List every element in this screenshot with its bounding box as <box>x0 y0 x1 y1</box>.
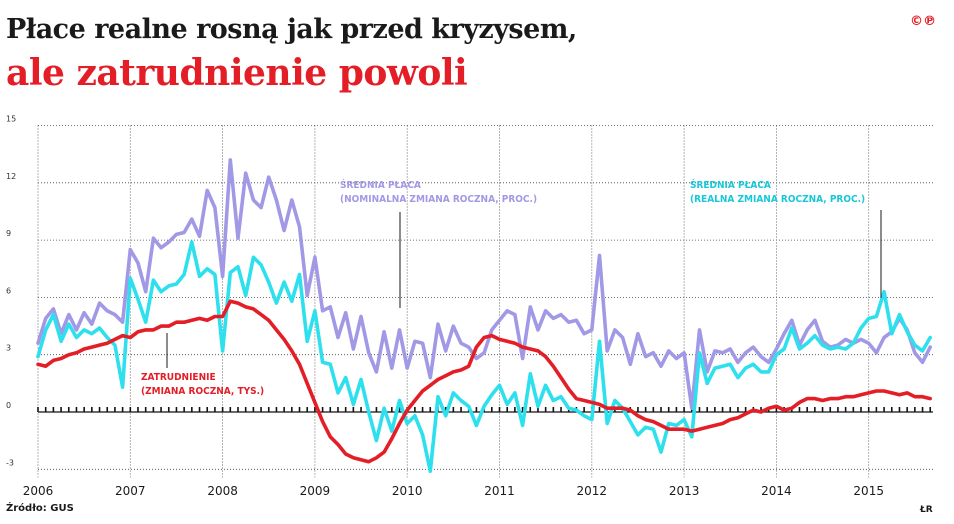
x-tick-label: 2014 <box>761 484 792 498</box>
source-note: Źródło: GUS <box>6 503 74 514</box>
y-tick-label: 12 <box>6 172 16 181</box>
series-nominal-wage-line <box>36 158 933 411</box>
series-employment-line <box>36 299 933 464</box>
y-tick-label: 9 <box>6 229 11 238</box>
y-axis-tick-labels: 15 12 9 6 3 0 -3 <box>6 115 16 468</box>
x-tick-label: 2006 <box>23 484 54 498</box>
x-tick-label: 2009 <box>300 484 331 498</box>
y-tick-label: 6 <box>6 286 11 295</box>
copyright-badge: ©℗ <box>910 14 936 29</box>
zero-axis <box>37 407 933 413</box>
author-credit: ŁR <box>920 505 933 515</box>
y-tick-label: 3 <box>6 344 11 353</box>
real-label-1: ŚREDNIA PŁACA <box>690 178 771 191</box>
x-tick-label: 2007 <box>115 484 146 498</box>
series-real-wage-line <box>36 240 933 474</box>
grid <box>37 125 933 478</box>
y-tick-label: 15 <box>6 115 16 124</box>
annotations: ŚREDNIA PŁACA (NOMINALNA ZMIANA ROCZNA, … <box>141 178 882 397</box>
title-line-1: Płace realne rosną jak przed kryzysem, <box>6 14 577 45</box>
real-label-2: (REALNA ZMIANA ROCZNA, PROC.) <box>690 194 865 205</box>
employment-label-1: ZATRUDNIENIE <box>141 372 216 383</box>
series-lines <box>36 158 933 474</box>
nominal-label-1: ŚREDNIA PŁACA <box>340 178 421 191</box>
title-line-2: ale zatrudnienie powoli <box>6 52 468 94</box>
nominal-label-2: (NOMINALNA ZMIANA ROCZNA, PROC.) <box>340 194 537 205</box>
x-tick-label: 2013 <box>669 484 700 498</box>
x-tick-label: 2011 <box>484 484 515 498</box>
employment-label-2: (ZMIANA ROCZNA, TYS.) <box>141 386 264 397</box>
x-tick-label: 2010 <box>392 484 423 498</box>
y-tick-label: 0 <box>6 401 11 410</box>
x-tick-label: 2008 <box>207 484 238 498</box>
x-axis-tick-labels: 2006 2007 2008 2009 2010 2011 2012 2013 2014 2015 <box>23 484 884 498</box>
y-tick-label: -3 <box>6 458 14 467</box>
x-tick-label: 2015 <box>853 484 884 498</box>
x-tick-label: 2012 <box>577 484 608 498</box>
